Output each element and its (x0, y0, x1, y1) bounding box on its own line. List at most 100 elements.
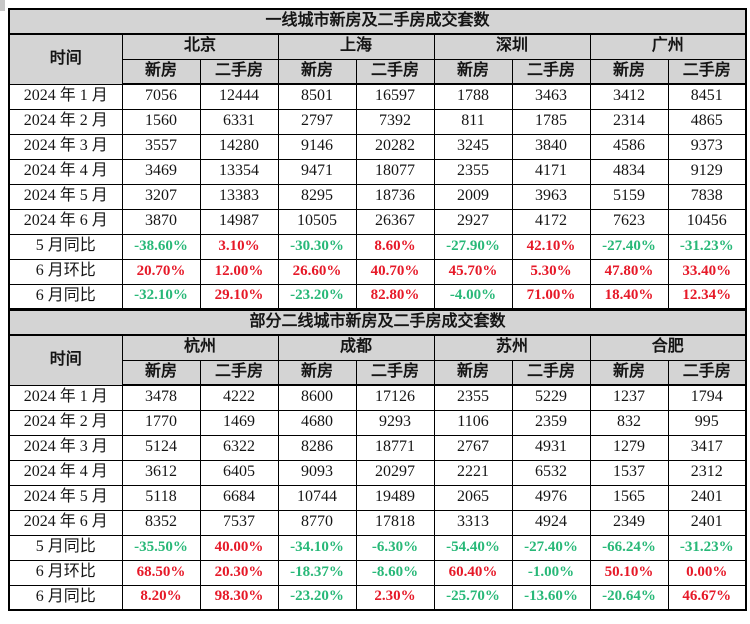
count-cell: 1565 (589, 484, 669, 511)
month-data-row: 2024 年 6 月 3870 14987 10505 26367 2927 4172 762… (8, 208, 747, 235)
count-cell: 4976 (511, 484, 591, 511)
count-cell: 4924 (511, 509, 591, 536)
count-cell: 9293 (355, 409, 435, 436)
percent-cell: 3.10% (199, 233, 279, 260)
count-cell: 6331 (199, 108, 279, 135)
subheader-cell: 新房 (121, 58, 201, 85)
count-cell: 8286 (277, 434, 357, 461)
count-cell: 1279 (589, 434, 669, 461)
row-label: 6 月同比 (8, 283, 123, 310)
count-cell: 3963 (511, 183, 591, 210)
count-cell: 6684 (199, 484, 279, 511)
count-cell: 10505 (277, 208, 357, 235)
table-title-row: 部分二线城市新房及二手房成交套数 (8, 309, 747, 336)
city-header: 广州 (589, 33, 747, 60)
count-cell: 7623 (589, 208, 669, 235)
percent-cell: -27.40% (511, 534, 591, 561)
count-cell: 18736 (355, 183, 435, 210)
count-cell: 1106 (433, 409, 513, 436)
count-cell: 7537 (199, 509, 279, 536)
percent-cell: -18.37% (277, 559, 357, 586)
count-cell: 3412 (589, 83, 669, 110)
percent-cell: 33.40% (667, 258, 747, 285)
count-cell: 8501 (277, 83, 357, 110)
time-column-header: 时间 (8, 33, 123, 85)
count-cell: 2401 (667, 484, 747, 511)
count-cell: 17126 (355, 384, 435, 411)
row-label: 2024 年 1 月 (8, 384, 123, 411)
count-cell: 12444 (199, 83, 279, 110)
percent-cell: 2.30% (355, 584, 435, 611)
percent-row: 6 月环比 20.70% 12.00% 26.60% 40.70% 45.70% 5.30%… (8, 258, 747, 285)
percent-cell: -38.60% (121, 233, 201, 260)
row-label: 2024 年 6 月 (8, 509, 123, 536)
subheader-cell: 新房 (277, 359, 357, 386)
percent-cell: 45.70% (433, 258, 513, 285)
count-cell: 2314 (589, 108, 669, 135)
screen-corner-artifact (0, 0, 5, 11)
city-header-row: 时间 杭州 成都 苏州 合肥 (8, 334, 747, 386)
subheader-cell: 新房 (589, 359, 669, 386)
table-title: 部分二线城市新房及二手房成交套数 (8, 309, 747, 336)
percent-cell: -4.00% (433, 283, 513, 310)
month-data-row: 2024 年 1 月 7056 12444 8501 16597 1788 3463 3412… (8, 83, 747, 110)
percent-cell: 68.50% (121, 559, 201, 586)
count-cell: 7392 (355, 108, 435, 135)
subheader-cell: 二手房 (511, 359, 591, 386)
count-cell: 9129 (667, 158, 747, 185)
count-cell: 1469 (199, 409, 279, 436)
count-cell: 3417 (667, 434, 747, 461)
subheader-row: 新房 二手房 新房 二手房 新房 二手房 新房 二手房 (9, 359, 747, 386)
percent-cell: -30.30% (277, 233, 357, 260)
subheader-cell: 二手房 (199, 58, 279, 85)
count-cell: 6405 (199, 459, 279, 486)
count-cell: 1770 (121, 409, 201, 436)
count-cell: 3557 (121, 133, 201, 160)
report-tables: 一线城市新房及二手房成交套数 时间 北京 上海 深圳 广州 新房 二手房 新房 二手房 新房 二手房新… (8, 8, 748, 611)
count-cell: 5229 (511, 384, 591, 411)
percent-cell: 18.40% (589, 283, 669, 310)
count-cell: 8352 (121, 509, 201, 536)
count-cell: 2349 (589, 509, 669, 536)
table-title-row: 一线城市新房及二手房成交套数 (8, 8, 747, 35)
percent-cell: -8.60% (355, 559, 435, 586)
count-cell: 8600 (277, 384, 357, 411)
count-cell: 14280 (199, 133, 279, 160)
count-cell: 19489 (355, 484, 435, 511)
subheader-cell: 二手房 (355, 359, 435, 386)
count-cell: 13383 (199, 183, 279, 210)
percent-cell: -25.70% (433, 584, 513, 611)
percent-cell: -13.60% (511, 584, 591, 611)
subheader-cell: 新房 (433, 359, 513, 386)
percent-cell: -54.40% (433, 534, 513, 561)
subheader-cell: 二手房 (355, 58, 435, 85)
percent-cell: -66.24% (589, 534, 669, 561)
count-cell: 3463 (511, 83, 591, 110)
subheader-row: 新房 二手房 新房 二手房 新房 二手房 新房 二手房 (9, 58, 747, 85)
percent-cell: 20.70% (121, 258, 201, 285)
count-cell: 20282 (355, 133, 435, 160)
count-cell: 2401 (667, 509, 747, 536)
count-cell: 5118 (121, 484, 201, 511)
percent-cell: -27.40% (589, 233, 669, 260)
count-cell: 1560 (121, 108, 201, 135)
count-cell: 3478 (121, 384, 201, 411)
subheader-cell: 二手房 (199, 359, 279, 386)
count-cell: 1788 (433, 83, 513, 110)
month-data-row: 2024 年 5 月 5118 6684 10744 19489 2065 4976 1565… (8, 484, 747, 511)
city-header: 深圳 (433, 33, 591, 60)
percent-cell: -6.30% (355, 534, 435, 561)
count-cell: 2221 (433, 459, 513, 486)
percent-cell: 42.10% (511, 233, 591, 260)
percent-cell: 8.20% (121, 584, 201, 611)
month-data-row: 2024 年 2 月 1560 6331 2797 7392 811 1785 2314 486… (8, 108, 747, 135)
month-data-row: 2024 年 3 月 5124 6322 8286 18771 2767 4931 1279 3… (8, 434, 747, 461)
count-cell: 2009 (433, 183, 513, 210)
count-cell: 3313 (433, 509, 513, 536)
count-cell: 1794 (667, 384, 747, 411)
count-cell: 5124 (121, 434, 201, 461)
count-cell: 10744 (277, 484, 357, 511)
row-label: 6 月同比 (8, 584, 123, 611)
count-cell: 8451 (667, 83, 747, 110)
subheader-cell: 新房 (277, 58, 357, 85)
